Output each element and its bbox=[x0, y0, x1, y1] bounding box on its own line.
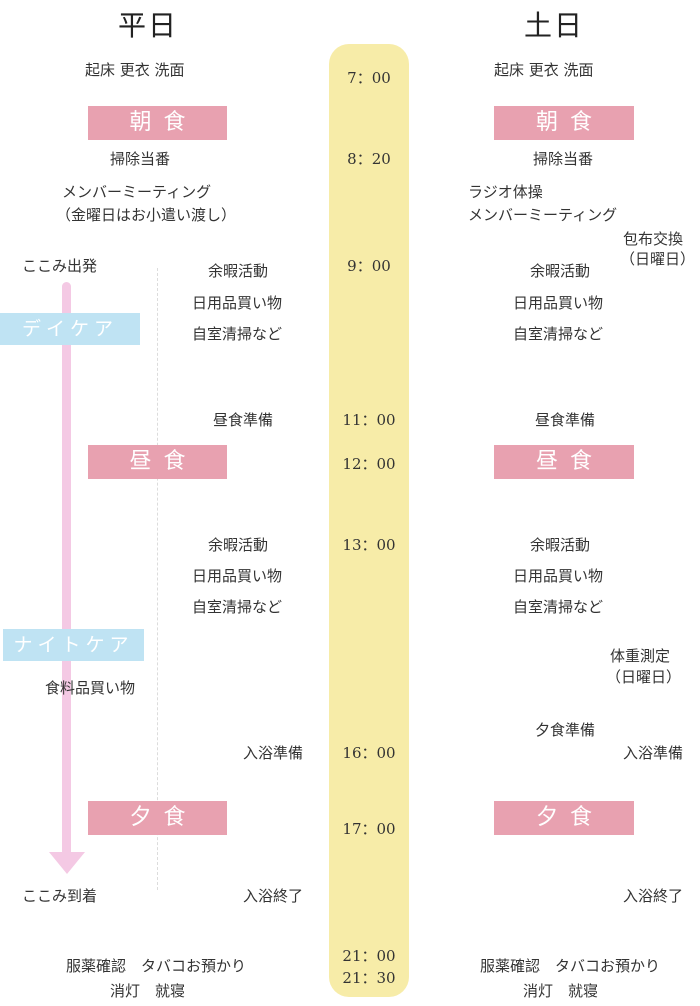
weekend-lights-out: 消灯 就寝 bbox=[523, 982, 599, 1000]
weekend-lunch-prep: 昼食準備 bbox=[535, 411, 596, 429]
weekday-lunch: 昼食 bbox=[88, 445, 227, 479]
weekend-medication: 服薬確認 タバコお預かり bbox=[480, 957, 661, 975]
weekday-header: 平日 bbox=[118, 9, 179, 42]
weekday-room-cleaning-pm: 自室清掃など bbox=[192, 598, 283, 616]
timeline-bar bbox=[329, 44, 409, 997]
weekend-shopping-am: 日用品買い物 bbox=[513, 294, 604, 312]
weekday-divider bbox=[157, 268, 158, 890]
weekday-bath-end: 入浴終了 bbox=[243, 887, 304, 905]
weekday-shopping-pm: 日用品買い物 bbox=[192, 567, 283, 585]
time-label: 8：20 bbox=[347, 150, 391, 168]
weekday-breakfast: 朝食 bbox=[88, 106, 227, 140]
time-label: 17：00 bbox=[342, 820, 396, 838]
weekend-leisure-pm: 余暇活動 bbox=[530, 536, 591, 554]
weekend-lunch: 昼食 bbox=[494, 445, 634, 479]
time-label: 13：00 bbox=[342, 536, 396, 554]
weekday-room-cleaning-am: 自室清掃など bbox=[192, 325, 283, 343]
weekend-header: 土日 bbox=[524, 9, 585, 42]
weekday-wake: 起床 更衣 洗面 bbox=[85, 61, 185, 79]
weekend-cloth-change-note: （日曜日） bbox=[620, 250, 696, 268]
day-care-label: デイケア bbox=[0, 313, 140, 345]
night-care-label: ナイトケア bbox=[3, 629, 144, 661]
weekend-room-cleaning-pm: 自室清掃など bbox=[513, 598, 604, 616]
care-period-arrow bbox=[62, 282, 71, 856]
weekend-bath-end: 入浴終了 bbox=[623, 887, 684, 905]
weekend-cloth-change: 包布交換 bbox=[623, 230, 684, 248]
weekend-weight-note: （日曜日） bbox=[606, 668, 682, 686]
weekday-meeting: メンバーミーティング bbox=[62, 183, 212, 201]
weekend-room-cleaning-am: 自室清掃など bbox=[513, 325, 604, 343]
time-label: 9：00 bbox=[347, 257, 391, 275]
weekday-cleaning-duty: 掃除当番 bbox=[110, 150, 171, 168]
time-label: 16：00 bbox=[342, 744, 396, 762]
care-period-arrow-head bbox=[49, 852, 85, 874]
weekend-meeting: メンバーミーティング bbox=[468, 206, 618, 224]
kokomi-depart: ここみ出発 bbox=[22, 257, 98, 275]
weekend-wake: 起床 更衣 洗面 bbox=[494, 61, 594, 79]
weekend-dinner-prep: 夕食準備 bbox=[535, 721, 596, 739]
weekend-bath-prep: 入浴準備 bbox=[623, 744, 684, 762]
weekday-medication: 服薬確認 タバコお預かり bbox=[66, 957, 247, 975]
weekend-weight: 体重測定 bbox=[610, 647, 671, 665]
weekend-dinner: 夕食 bbox=[494, 801, 634, 835]
time-label: 21：00 bbox=[342, 947, 396, 965]
weekday-leisure-pm: 余暇活動 bbox=[208, 536, 269, 554]
weekend-shopping-pm: 日用品買い物 bbox=[513, 567, 604, 585]
weekend-breakfast: 朝食 bbox=[494, 106, 634, 140]
time-label: 12：00 bbox=[342, 455, 396, 473]
weekday-leisure-am: 余暇活動 bbox=[208, 262, 269, 280]
kokomi-arrive: ここみ到着 bbox=[22, 887, 98, 905]
time-label: 7：00 bbox=[347, 69, 391, 87]
weekday-bath-prep: 入浴準備 bbox=[243, 744, 304, 762]
weekday-meeting-note: （金曜日はお小遣い渡し） bbox=[56, 206, 237, 224]
weekday-grocery: 食料品買い物 bbox=[45, 679, 136, 697]
weekend-leisure-am: 余暇活動 bbox=[530, 262, 591, 280]
weekday-lunch-prep: 昼食準備 bbox=[213, 411, 274, 429]
weekday-shopping-am: 日用品買い物 bbox=[192, 294, 283, 312]
weekend-cleaning-duty: 掃除当番 bbox=[533, 150, 594, 168]
weekday-lights-out: 消灯 就寝 bbox=[110, 982, 186, 1000]
weekday-dinner: 夕食 bbox=[88, 801, 227, 835]
time-label: 21：30 bbox=[342, 969, 396, 987]
time-label: 11：00 bbox=[342, 411, 396, 429]
weekend-radio-exercise: ラジオ体操 bbox=[468, 183, 543, 201]
